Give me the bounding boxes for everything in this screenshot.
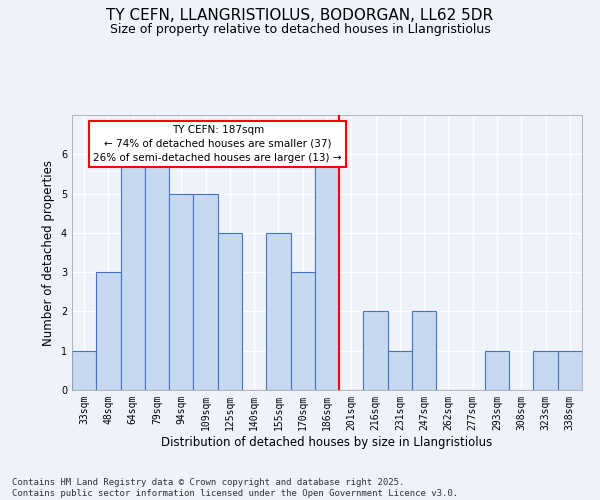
Bar xyxy=(96,272,121,390)
Bar xyxy=(388,350,412,390)
Text: TY CEFN, LLANGRISTIOLUS, BODORGAN, LL62 5DR: TY CEFN, LLANGRISTIOLUS, BODORGAN, LL62 … xyxy=(106,8,494,22)
Text: Size of property relative to detached houses in Llangristiolus: Size of property relative to detached ho… xyxy=(110,22,490,36)
Bar xyxy=(121,154,145,390)
Y-axis label: Number of detached properties: Number of detached properties xyxy=(43,160,55,346)
Bar xyxy=(485,350,509,390)
Bar xyxy=(266,233,290,390)
X-axis label: Distribution of detached houses by size in Llangristiolus: Distribution of detached houses by size … xyxy=(161,436,493,448)
Bar xyxy=(533,350,558,390)
Bar xyxy=(145,154,169,390)
Bar xyxy=(169,194,193,390)
Text: TY CEFN: 187sqm
← 74% of detached houses are smaller (37)
26% of semi-detached h: TY CEFN: 187sqm ← 74% of detached houses… xyxy=(94,125,342,163)
Bar xyxy=(72,350,96,390)
Text: Contains HM Land Registry data © Crown copyright and database right 2025.
Contai: Contains HM Land Registry data © Crown c… xyxy=(12,478,458,498)
Bar xyxy=(364,312,388,390)
Bar xyxy=(412,312,436,390)
Bar xyxy=(290,272,315,390)
Bar xyxy=(218,233,242,390)
Bar xyxy=(558,350,582,390)
Bar xyxy=(193,194,218,390)
Bar xyxy=(315,154,339,390)
